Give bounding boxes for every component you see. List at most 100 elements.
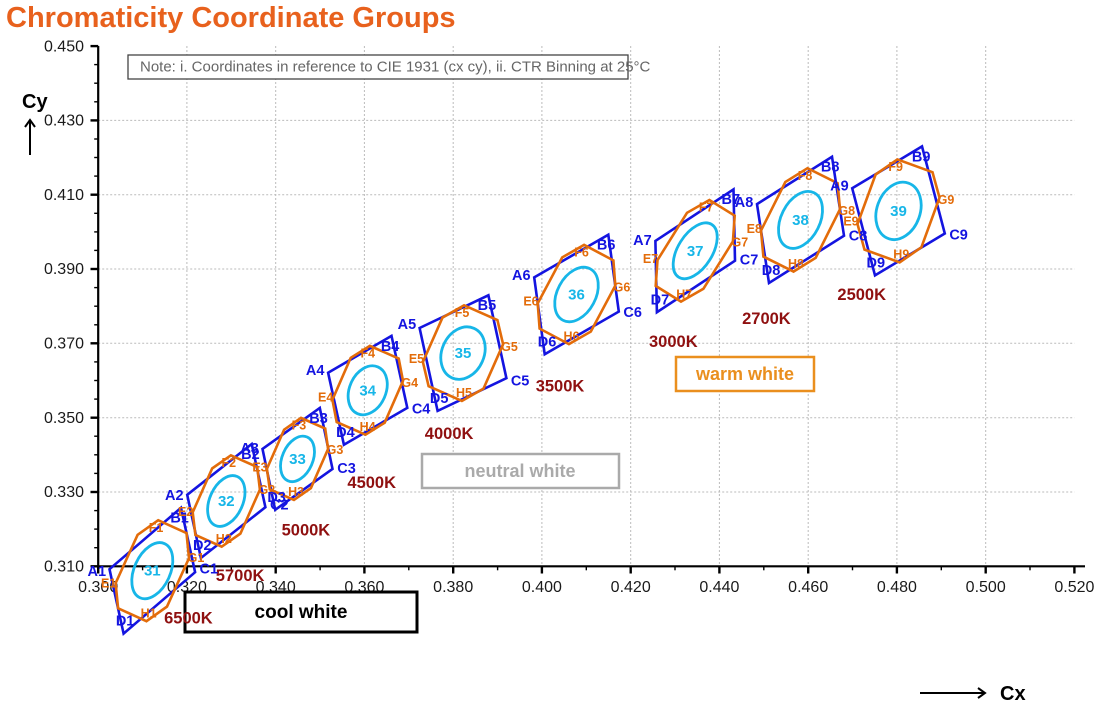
svg-text:B5: B5 xyxy=(478,298,497,314)
svg-text:C8: C8 xyxy=(849,229,868,245)
svg-text:G7: G7 xyxy=(732,236,749,250)
svg-text:E4: E4 xyxy=(318,391,333,405)
svg-text:H9: H9 xyxy=(893,248,909,262)
svg-text:Cy: Cy xyxy=(22,91,48,113)
svg-text:0.430: 0.430 xyxy=(44,113,84,130)
svg-text:F8: F8 xyxy=(798,169,813,183)
svg-text:0.330: 0.330 xyxy=(44,484,84,501)
svg-text:E7: E7 xyxy=(643,252,658,266)
svg-text:0.440: 0.440 xyxy=(699,579,739,596)
svg-text:C6: C6 xyxy=(623,305,642,321)
svg-text:0.460: 0.460 xyxy=(788,579,828,596)
svg-text:F5: F5 xyxy=(455,306,470,320)
svg-text:E3: E3 xyxy=(252,461,267,475)
svg-text:warm white: warm white xyxy=(695,364,794,384)
svg-text:31: 31 xyxy=(144,563,161,580)
svg-text:H8: H8 xyxy=(788,257,804,271)
svg-text:D3: D3 xyxy=(267,490,286,506)
svg-text:E9: E9 xyxy=(843,215,858,229)
svg-text:36: 36 xyxy=(568,287,585,304)
svg-text:cool white: cool white xyxy=(255,602,348,623)
svg-text:39: 39 xyxy=(890,203,907,220)
svg-text:35: 35 xyxy=(455,345,472,362)
svg-text:D1: D1 xyxy=(116,614,135,630)
svg-text:33: 33 xyxy=(289,451,306,468)
svg-text:F1: F1 xyxy=(149,521,164,535)
svg-text:2700K: 2700K xyxy=(742,310,791,328)
svg-text:38: 38 xyxy=(792,212,809,229)
svg-text:B3: B3 xyxy=(309,411,328,427)
svg-text:H6: H6 xyxy=(564,330,580,344)
svg-text:E2: E2 xyxy=(178,505,193,519)
svg-text:0.520: 0.520 xyxy=(1054,579,1094,596)
svg-text:D4: D4 xyxy=(336,425,355,441)
svg-text:Note: i. Coordinates in refere: Note: i. Coordinates in reference to CIE… xyxy=(140,59,651,76)
svg-text:G6: G6 xyxy=(614,281,631,295)
svg-text:G4: G4 xyxy=(401,376,418,390)
svg-text:F6: F6 xyxy=(574,245,589,259)
svg-text:0.500: 0.500 xyxy=(966,579,1006,596)
svg-text:F2: F2 xyxy=(222,456,237,470)
svg-text:2500K: 2500K xyxy=(837,286,886,304)
svg-text:E8: E8 xyxy=(747,222,762,236)
svg-text:3000K: 3000K xyxy=(649,333,698,351)
svg-text:32: 32 xyxy=(218,493,235,510)
svg-text:F3: F3 xyxy=(292,419,307,433)
svg-text:G3: G3 xyxy=(327,443,344,457)
svg-text:0.390: 0.390 xyxy=(44,261,84,278)
svg-text:B4: B4 xyxy=(381,339,400,355)
svg-text:H1: H1 xyxy=(141,607,157,621)
svg-text:G9: G9 xyxy=(938,193,955,207)
svg-text:F4: F4 xyxy=(361,347,376,361)
svg-text:C9: C9 xyxy=(949,228,968,244)
svg-text:H7: H7 xyxy=(676,287,692,301)
svg-text:A4: A4 xyxy=(306,363,325,379)
svg-text:0.380: 0.380 xyxy=(433,579,473,596)
svg-text:D8: D8 xyxy=(762,263,781,279)
svg-text:C7: C7 xyxy=(740,253,759,269)
svg-text:0.480: 0.480 xyxy=(877,579,917,596)
svg-text:6500K: 6500K xyxy=(164,609,213,627)
svg-text:E1: E1 xyxy=(101,577,116,591)
svg-text:A5: A5 xyxy=(398,317,417,333)
svg-text:C5: C5 xyxy=(511,373,530,389)
svg-text:D6: D6 xyxy=(538,335,557,351)
svg-text:F7: F7 xyxy=(699,200,714,214)
svg-text:A6: A6 xyxy=(512,268,531,284)
svg-text:5700K: 5700K xyxy=(216,567,265,585)
svg-text:D7: D7 xyxy=(651,293,670,309)
svg-text:0.350: 0.350 xyxy=(44,410,84,427)
svg-text:A3: A3 xyxy=(240,441,259,457)
svg-text:D5: D5 xyxy=(430,391,449,407)
svg-text:D2: D2 xyxy=(193,538,212,554)
svg-text:0.410: 0.410 xyxy=(44,187,84,204)
svg-text:F9: F9 xyxy=(888,160,903,174)
svg-text:0.400: 0.400 xyxy=(522,579,562,596)
svg-text:34: 34 xyxy=(359,382,376,399)
svg-text:A2: A2 xyxy=(165,488,184,504)
svg-text:A9: A9 xyxy=(830,178,849,194)
svg-text:neutral white: neutral white xyxy=(464,461,575,481)
svg-text:37: 37 xyxy=(687,243,704,260)
svg-text:E6: E6 xyxy=(523,294,538,308)
svg-text:H2: H2 xyxy=(216,532,232,546)
svg-text:Cx: Cx xyxy=(1000,683,1026,705)
svg-text:H4: H4 xyxy=(360,420,376,434)
svg-text:4000K: 4000K xyxy=(425,425,474,443)
svg-text:A8: A8 xyxy=(735,195,754,211)
svg-text:B6: B6 xyxy=(597,238,616,254)
svg-text:B9: B9 xyxy=(912,149,931,165)
svg-text:C4: C4 xyxy=(412,402,431,418)
svg-text:E5: E5 xyxy=(409,352,424,366)
svg-text:0.450: 0.450 xyxy=(44,38,84,55)
svg-text:H3: H3 xyxy=(288,485,304,499)
svg-text:C3: C3 xyxy=(337,461,356,477)
svg-text:D9: D9 xyxy=(867,255,886,271)
svg-text:0.370: 0.370 xyxy=(44,336,84,353)
svg-text:3500K: 3500K xyxy=(536,378,585,396)
svg-text:5000K: 5000K xyxy=(282,522,331,540)
svg-text:0.420: 0.420 xyxy=(611,579,651,596)
svg-text:0.310: 0.310 xyxy=(44,559,84,576)
svg-text:G5: G5 xyxy=(501,340,518,354)
svg-text:H5: H5 xyxy=(456,386,472,400)
